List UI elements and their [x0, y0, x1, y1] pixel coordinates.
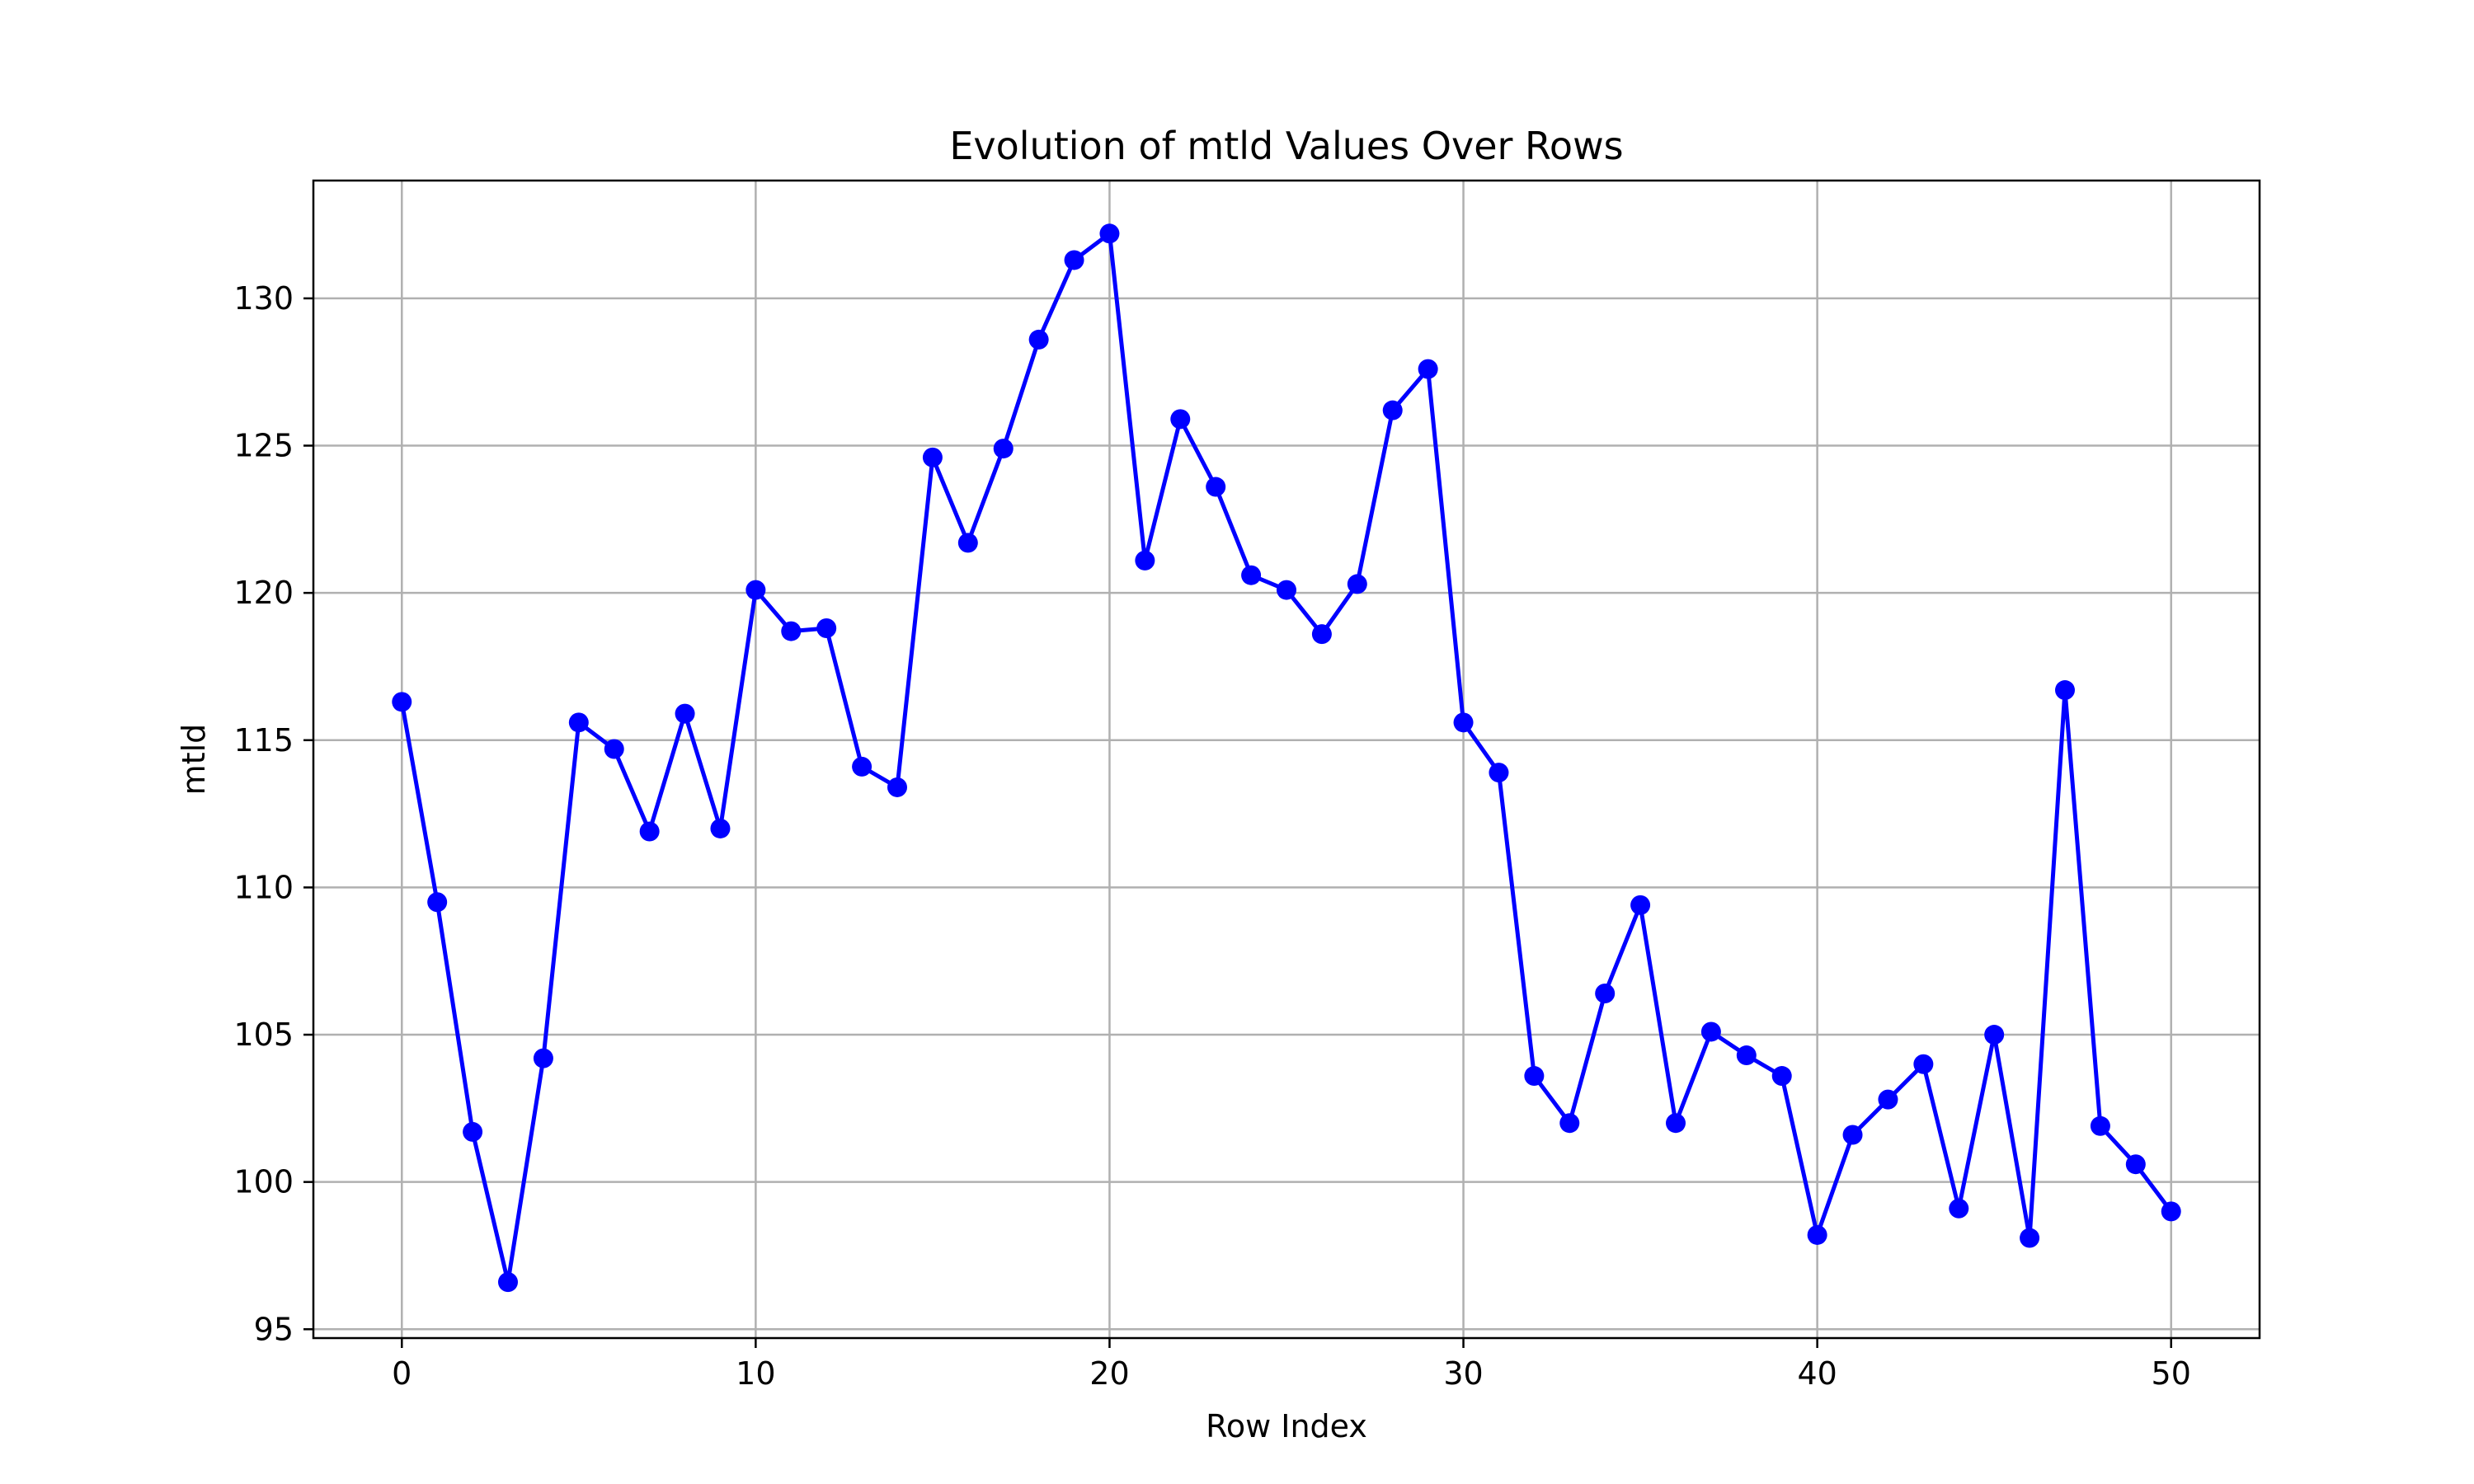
- data-point: [533, 1048, 553, 1068]
- data-point: [1028, 329, 1049, 350]
- y-tick-label: 115: [233, 722, 294, 758]
- data-point: [1347, 574, 1367, 594]
- data-point: [781, 621, 802, 641]
- data-point: [2020, 1228, 2040, 1248]
- data-point: [816, 618, 837, 639]
- data-point: [2055, 680, 2075, 701]
- data-point: [1064, 250, 1084, 270]
- data-point: [1949, 1198, 1969, 1219]
- chart-title: Evolution of mtld Values Over Rows: [949, 124, 1623, 168]
- plot-frame: [312, 179, 2261, 1340]
- x-tick-label: 40: [1797, 1355, 1837, 1392]
- data-point: [745, 580, 766, 600]
- y-tick-label: 125: [233, 428, 294, 464]
- data-point: [1984, 1025, 2005, 1045]
- y-tick-label: 120: [233, 575, 294, 611]
- data-point: [922, 447, 943, 467]
- data-point: [1878, 1089, 1898, 1110]
- data-point: [2125, 1154, 2146, 1175]
- data-point: [993, 439, 1014, 459]
- x-tick-label: 0: [392, 1355, 412, 1392]
- data-point: [639, 821, 660, 842]
- data-point: [392, 692, 412, 712]
- data-point: [568, 712, 589, 733]
- data-point: [1241, 565, 1262, 585]
- y-tick-label: 95: [254, 1311, 294, 1347]
- data-point: [852, 756, 872, 777]
- data-point: [1277, 580, 1296, 600]
- data-point: [1736, 1045, 1757, 1066]
- data-point: [2090, 1115, 2110, 1136]
- data-point: [1842, 1125, 1863, 1145]
- data-point: [1700, 1021, 1721, 1042]
- data-point: [1524, 1066, 1545, 1087]
- data-point: [675, 703, 695, 724]
- y-tick-label: 105: [233, 1017, 294, 1053]
- data-point: [1559, 1113, 1580, 1134]
- data-point: [1630, 895, 1651, 915]
- data-point: [2161, 1201, 2181, 1222]
- data-point: [1771, 1066, 1792, 1087]
- data-point: [1807, 1224, 1827, 1245]
- y-tick-label: 110: [233, 869, 294, 905]
- data-point: [1418, 359, 1438, 379]
- x-tick-label: 10: [736, 1355, 775, 1392]
- x-tick-label: 50: [2152, 1355, 2191, 1392]
- data-point: [1666, 1113, 1686, 1134]
- data-point: [1489, 763, 1509, 783]
- data-point: [1206, 477, 1226, 497]
- data-point: [1170, 409, 1191, 430]
- x-tick-label: 20: [1089, 1355, 1129, 1392]
- data-point: [1099, 223, 1120, 244]
- data-point: [427, 892, 448, 913]
- grid-lines: [313, 181, 2260, 1338]
- data-point: [1135, 550, 1155, 571]
- data-point: [1311, 624, 1332, 645]
- x-tick-label: 30: [1443, 1355, 1483, 1392]
- data-point: [710, 818, 731, 838]
- data-point: [1453, 712, 1474, 733]
- data-point: [1913, 1054, 1934, 1074]
- x-axis-label: Row Index: [1206, 1408, 1367, 1444]
- data-point: [463, 1121, 483, 1142]
- y-tick-label: 100: [233, 1164, 294, 1200]
- data-point: [1595, 984, 1616, 1004]
- data-point: [604, 739, 624, 759]
- y-axis-label: mtld: [176, 724, 212, 796]
- data-series: [392, 223, 2181, 1293]
- data-point: [957, 533, 978, 553]
- data-point: [1382, 400, 1403, 420]
- data-point: [498, 1272, 518, 1293]
- y-tick-label: 130: [233, 280, 294, 317]
- data-point: [887, 777, 907, 797]
- axis-ticks: 0 10 20 30 40 50 95 100 105 110 115 120 125 130: [233, 280, 2190, 1392]
